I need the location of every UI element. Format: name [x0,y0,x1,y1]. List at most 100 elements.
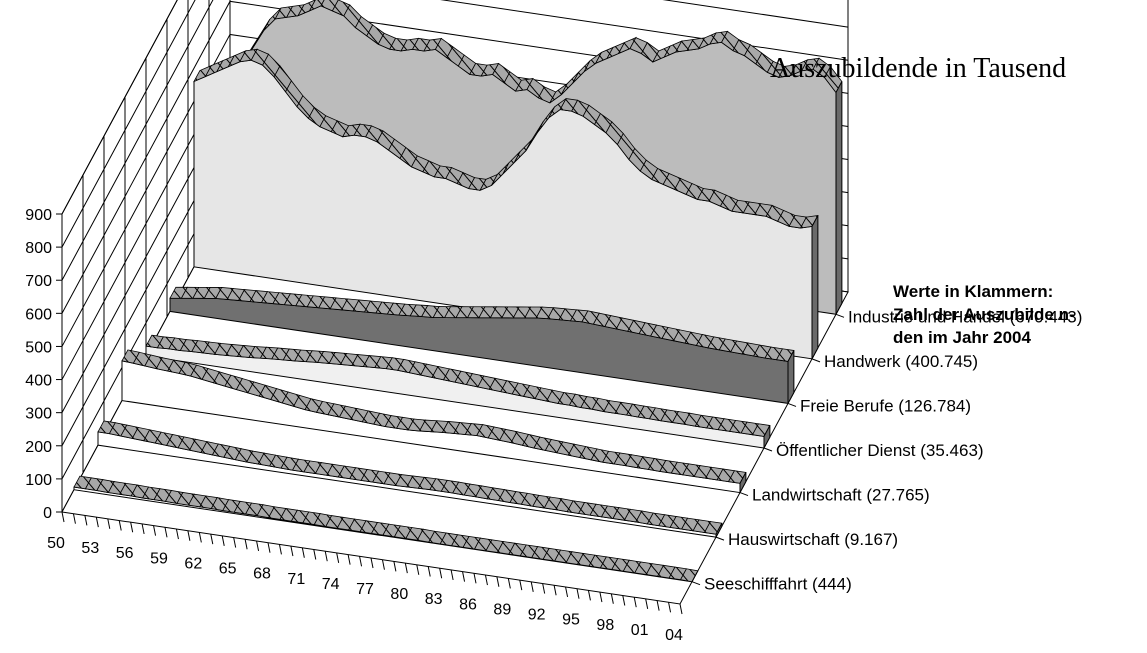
series-hauswirtschaft [97,420,723,538]
note-line-3: den im Jahr 2004 [893,328,1032,347]
y-tick-label: 700 [25,273,52,290]
series-tick-mark [739,492,749,497]
series--ffentlicher-dienst [145,334,771,449]
x-tick-mark [633,597,637,608]
x-tick-mark [416,564,420,575]
y-tick-label: 0 [43,505,52,522]
x-tick-label: 56 [116,545,134,562]
series-seeschifffahrt [73,475,699,583]
x-tick-mark [290,545,294,557]
note-line-2: Zahl der Auszubilde n- [893,305,1075,324]
series-end-face [787,350,795,404]
x-tick-mark [244,539,248,550]
x-tick-mark [610,593,614,604]
x-tick-mark [130,522,134,533]
y-tick-label: 300 [25,406,52,423]
y-tick-label: 200 [25,439,52,456]
y-tick-label: 900 [25,207,52,224]
series-rim [308,0,325,12]
x-tick-label: 59 [150,550,168,567]
y-tick-label: 500 [25,339,52,356]
x-tick-mark [278,544,282,555]
x-tick-mark [72,513,76,524]
series-end-face [715,523,723,538]
series-landwirtschaft [121,349,747,494]
x-tick-mark [175,528,179,540]
x-tick-mark [118,520,122,531]
x-tick-label: 65 [219,561,237,578]
x-tick-mark [553,585,557,596]
x-tick-label: 92 [528,607,546,624]
series-label: Landwirtschaft (27.765) [752,486,930,505]
x-tick-mark [519,580,523,591]
x-tick-mark [210,534,214,545]
series-rim [320,0,339,12]
x-tick-mark [587,590,591,601]
x-tick-mark [645,598,649,609]
x-tick-mark [507,578,511,589]
x-tick-mark [95,517,99,528]
x-tick-mark [141,523,145,535]
x-tick-mark [107,518,111,529]
x-tick-mark [61,511,65,523]
x-tick-mark [393,561,397,572]
series-end-face [835,81,843,315]
x-tick-mark [530,581,534,592]
x-tick-mark [576,588,580,599]
gridline [61,0,849,248]
x-axis: 50 53 56 59 62 65 68 71 74 77 80 83 86 89 92 95 98 01 04 [47,511,683,644]
series-label: Öffentlicher Dienst (35.463) [776,441,984,460]
y-axis: 0 100 200 300 400 500 600 700 800 900 [25,207,62,522]
x-tick-mark [370,557,374,569]
note-line-1: Werte in Klammern: [893,282,1053,301]
x-tick-label: 77 [356,581,374,598]
x-tick-mark [221,535,225,546]
x-tick-mark [622,595,626,606]
x-tick-mark [656,600,660,611]
x-tick-label: 62 [184,555,202,572]
x-tick-mark [462,571,466,582]
x-tick-mark [267,542,271,553]
x-tick-mark [164,527,168,538]
x-tick-mark [679,603,683,615]
x-tick-mark [256,540,260,552]
x-tick-label: 68 [253,566,271,583]
x-tick-mark [301,547,305,558]
x-tick-label: 74 [322,576,340,593]
x-tick-label: 01 [631,622,649,639]
x-tick-mark [359,556,363,567]
chart-title: Auszubildende in Tausend [770,53,1066,84]
x-tick-mark [84,515,88,526]
series-tick-mark [811,358,821,363]
series-tick-mark [691,581,701,586]
x-tick-mark [450,569,454,581]
series-tick-mark [715,536,725,541]
x-tick-mark [347,554,351,565]
x-tick-mark [427,566,431,577]
series-label: Industrie und Handel (670.443) [848,307,1082,326]
x-tick-mark [404,563,408,574]
series-rim [297,0,316,17]
x-tick-label: 83 [425,591,443,608]
x-tick-mark [381,559,385,570]
x-tick-mark [668,602,672,613]
x-tick-mark [198,532,202,543]
x-tick-mark [336,552,340,563]
x-tick-mark [313,549,317,560]
x-tick-label: 86 [459,596,477,613]
series-tick-mark [835,313,845,318]
x-tick-mark [233,537,237,548]
series-end-face [691,570,699,582]
y-tick-label: 400 [25,373,52,390]
series-tick-mark [763,447,773,452]
series-end-face [763,425,771,449]
series-freie-berufe [169,286,795,405]
x-tick-label: 53 [81,540,99,557]
x-tick-label: 89 [493,601,511,618]
series-label: Seeschifffahrt (444) [704,575,852,594]
x-tick-mark [187,530,191,541]
x-tick-mark [473,573,477,584]
series-tick-mark [787,402,797,407]
y-tick-label: 100 [25,472,52,489]
